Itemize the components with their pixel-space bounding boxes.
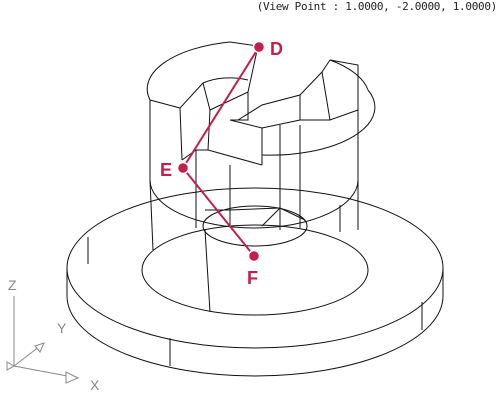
- view-point-readout: (View Point : 1.0000, -2.0000, 1.0000): [256, 0, 498, 13]
- point-f[interactable]: F: [247, 249, 261, 289]
- point-e[interactable]: E: [160, 160, 190, 180]
- y-arrow-icon: [34, 342, 45, 353]
- ucs-axis-icon: Z Y X: [6, 277, 100, 393]
- segment-ef: [182, 167, 255, 257]
- segment-de: [182, 46, 260, 169]
- point-f-label: F: [247, 268, 258, 288]
- point-d-marker: [252, 40, 266, 54]
- x-arrow-icon: [65, 371, 80, 384]
- point-f-marker: [247, 249, 261, 263]
- base-bottom-edge: [66, 268, 444, 377]
- z-axis-label: Z: [8, 277, 17, 293]
- point-e-marker: [176, 161, 190, 175]
- x-axis-label: X: [90, 377, 100, 393]
- point-e-label: E: [160, 160, 172, 180]
- y-axis-label: Y: [57, 320, 67, 336]
- point-d[interactable]: D: [252, 39, 284, 59]
- point-d-label: D: [270, 39, 283, 59]
- base-inner-ring: [141, 224, 369, 316]
